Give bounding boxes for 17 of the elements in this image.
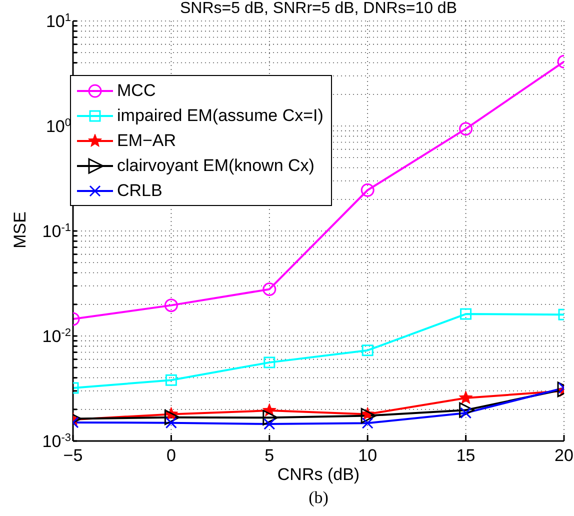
x-tick-label: 10 [358, 446, 378, 466]
legend-label: clairvoyant EM(known Cx) [117, 156, 314, 176]
y-tick-label: 10$^{-2}$ [42, 327, 71, 346]
legend-label: impaired EM(assume Cx=I) [117, 106, 324, 126]
y-tick-label: 10$^{-1}$ [42, 222, 71, 241]
legend-label: EM−AR [117, 130, 176, 150]
chart-title: SNRs=5 dB, SNRr=5 dB, DNRs=10 dB [178, 0, 458, 18]
x-axis-title: CNRs (dB) [276, 465, 361, 485]
x-tick-label: 0 [166, 446, 176, 466]
x-tick-label: 20 [554, 446, 574, 466]
legend-label: MCC [117, 80, 156, 100]
x-tick-label: 5 [264, 446, 274, 466]
legend-label: CRLB [117, 180, 162, 200]
y-tick-label: 10$^{1}$ [46, 12, 71, 31]
text: (b) [308, 488, 330, 508]
y-axis-title: MSE [10, 212, 30, 248]
x-tick-label: 15 [456, 446, 476, 466]
